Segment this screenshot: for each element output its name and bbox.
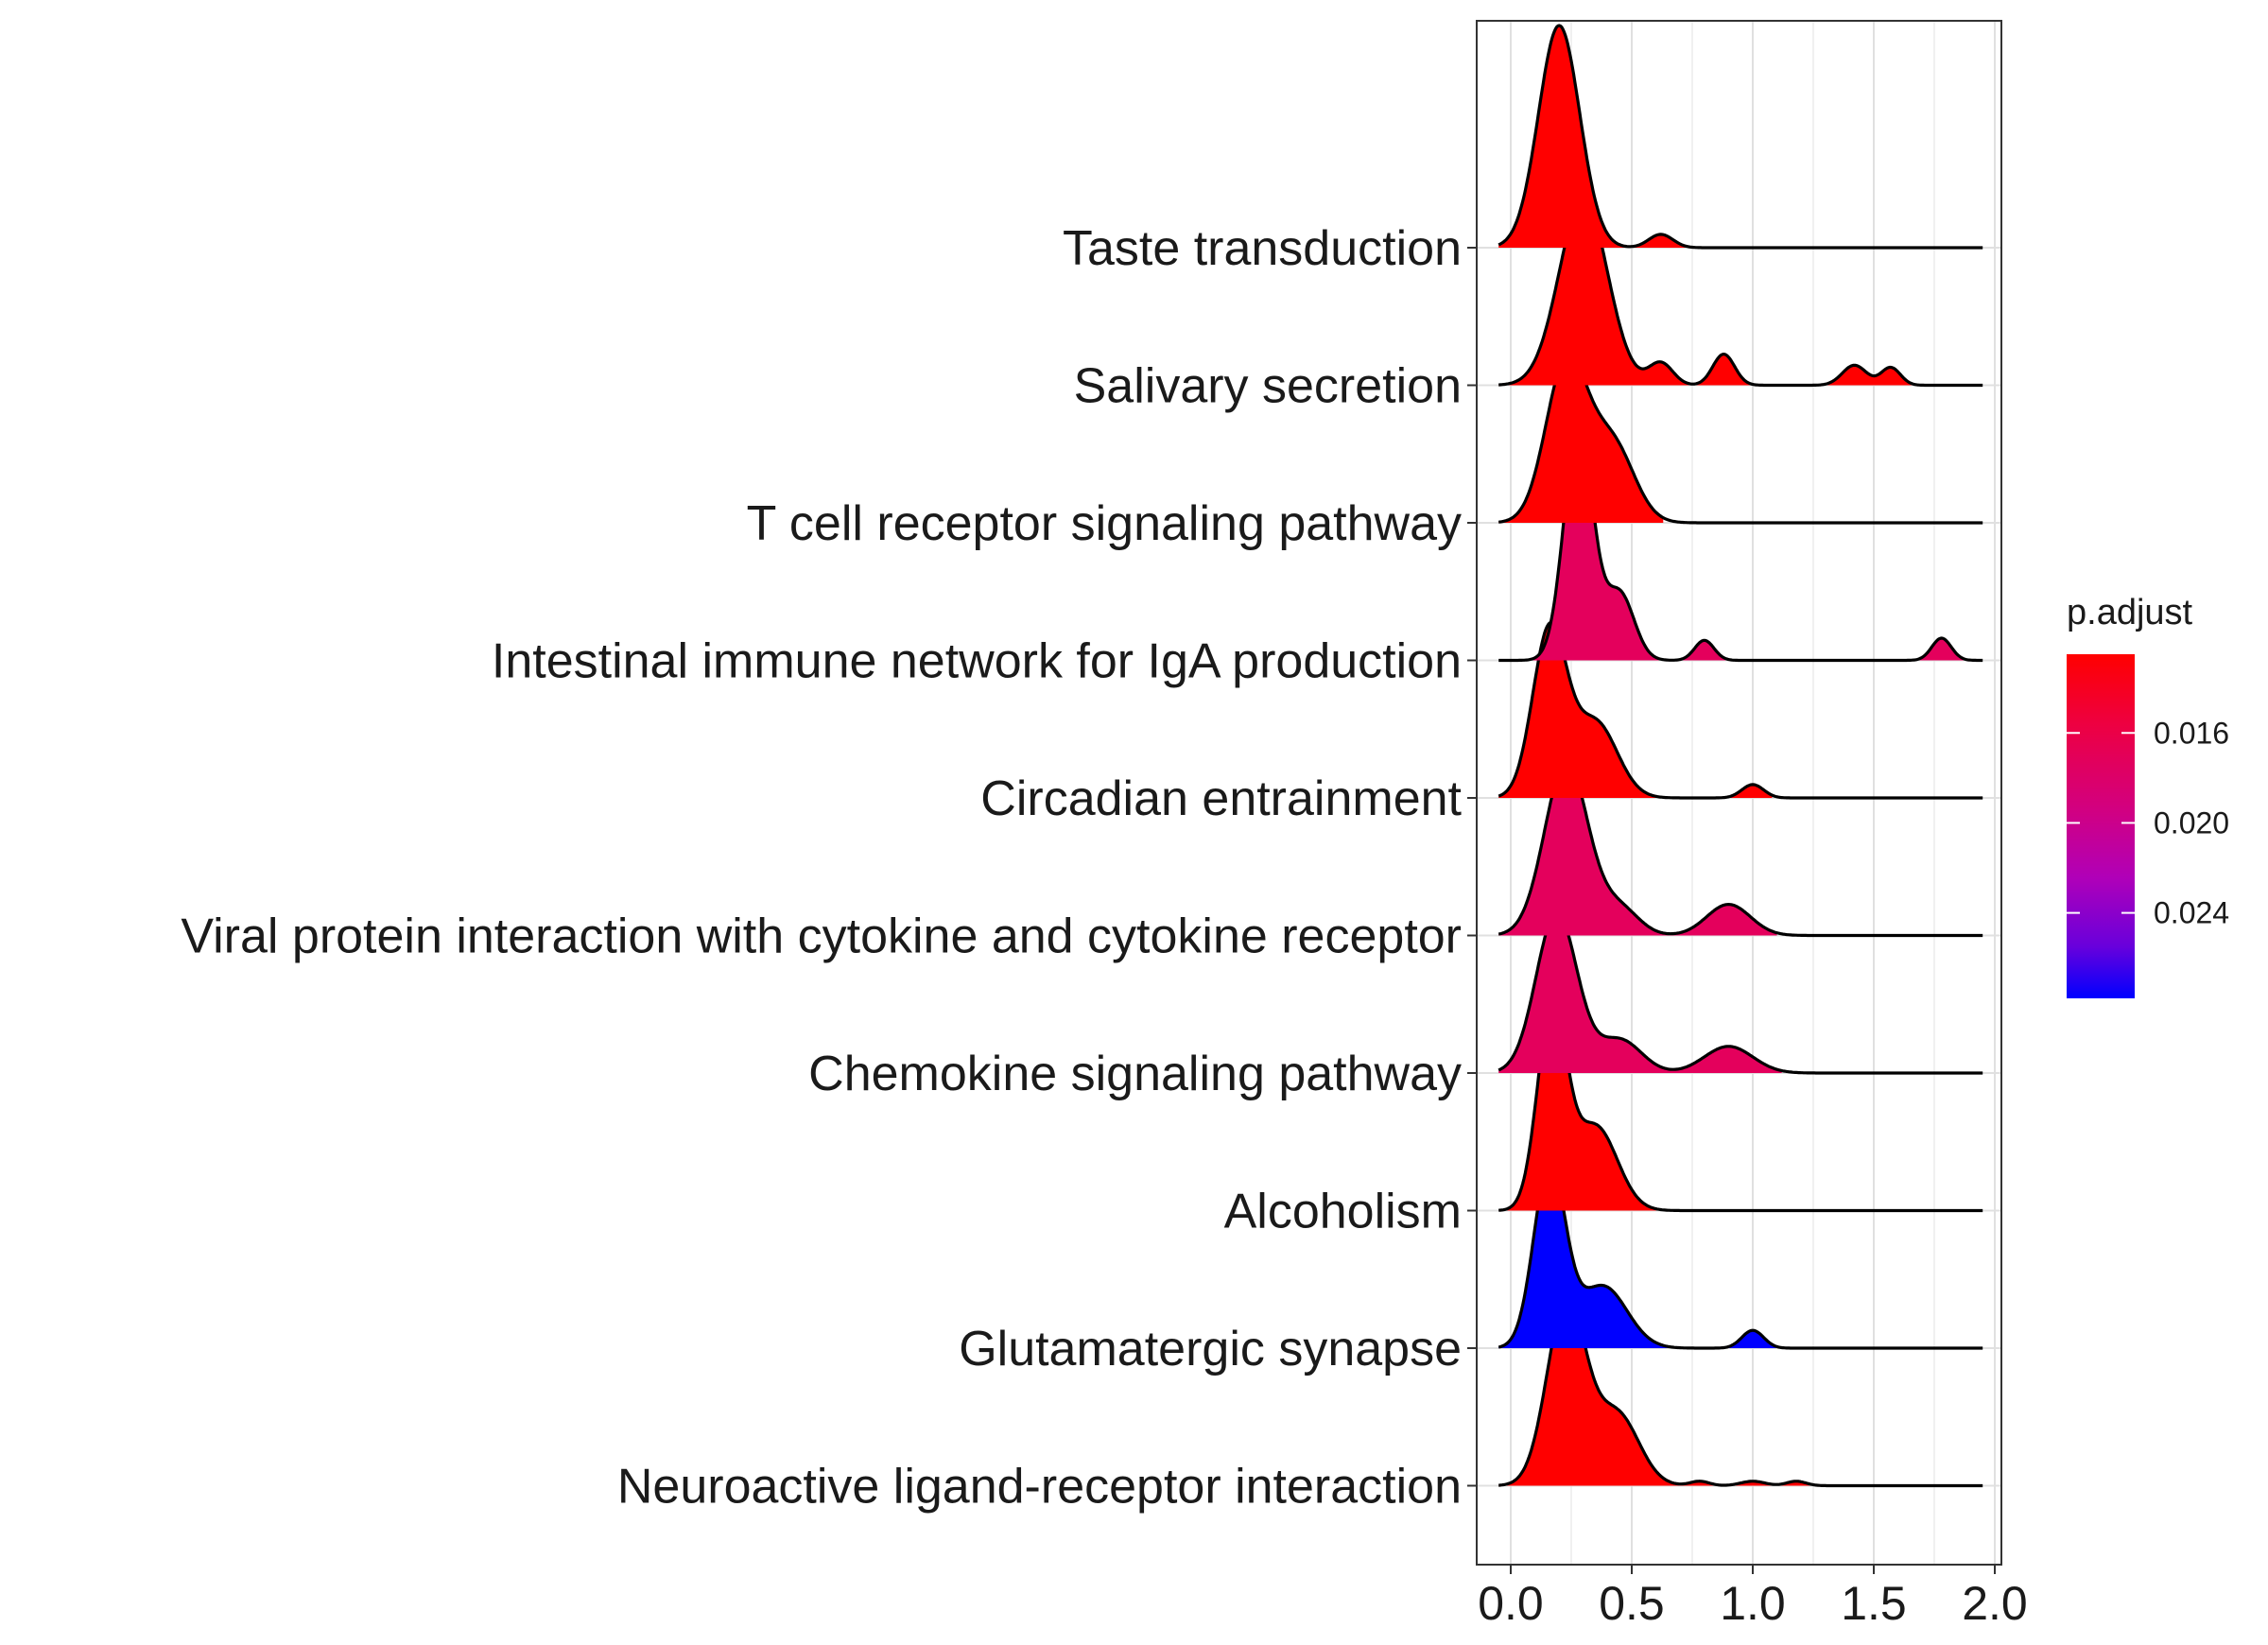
legend-tick-label-2: 0.024 xyxy=(2154,896,2229,930)
ridge-outline-4 xyxy=(1498,620,1983,800)
ridge-6 xyxy=(1498,910,1983,1075)
y-label-3: Intestinal immune network for IgA produc… xyxy=(492,634,1462,689)
ridge-outline-7 xyxy=(1498,996,1983,1213)
x-tick-label-4: 2.0 xyxy=(1962,1577,2028,1630)
x-tick-label-0: 0.0 xyxy=(1478,1577,1544,1630)
panel-border xyxy=(1476,20,2002,1566)
x-axis-ticks: 0.0 0.5 1.0 1.5 2.0 xyxy=(1478,1565,2028,1630)
ridge-7 xyxy=(1498,996,1983,1213)
legend: p.adjust 0.016 0.020 0.024 xyxy=(2067,593,2229,998)
ridge-fill-4 xyxy=(1498,622,1773,798)
y-label-2: T cell receptor signaling pathway xyxy=(747,496,1462,551)
ridge-fill-2 xyxy=(1498,353,1664,523)
ridge-fill-7 xyxy=(1498,998,1669,1211)
ridges xyxy=(1498,24,1983,1488)
y-label-6: Chemokine signaling pathway xyxy=(808,1047,1462,1101)
x-tick-label-3: 1.5 xyxy=(1841,1577,1907,1630)
ridge-fill-5 xyxy=(1498,761,1777,936)
ridge-fill-3 xyxy=(1498,425,1979,661)
legend-colorbar xyxy=(2067,654,2135,998)
y-label-7: Alcoholism xyxy=(1224,1185,1462,1239)
ridge-fill-0 xyxy=(1498,26,1690,248)
ridge-fill-1 xyxy=(1498,199,1918,386)
x-tick-label-2: 1.0 xyxy=(1720,1577,1786,1630)
ridge-fill-8 xyxy=(1498,1160,1777,1348)
ridge-outline-8 xyxy=(1498,1158,1983,1350)
x-tick-label-1: 0.5 xyxy=(1599,1577,1665,1630)
y-label-8: Glutamatergic synapse xyxy=(959,1322,1462,1377)
y-label-1: Salivary secretion xyxy=(1074,359,1462,414)
y-label-9: Neuroactive ligand-receptor interaction xyxy=(617,1460,1462,1515)
ridge-outline-0 xyxy=(1498,24,1983,250)
y-label-5: Viral protein interaction with cytokine … xyxy=(181,909,1462,964)
ridge-4 xyxy=(1498,620,1983,800)
ridge-8 xyxy=(1498,1158,1983,1350)
y-label-0: Taste transduction xyxy=(1063,221,1462,276)
legend-tick-label-0: 0.016 xyxy=(2154,716,2229,750)
y-axis-labels: Taste transduction Salivary secretion T ce… xyxy=(181,221,1477,1515)
ridge-0 xyxy=(1498,24,1983,250)
legend-title: p.adjust xyxy=(2067,593,2193,632)
y-label-4: Circadian entrainment xyxy=(980,771,1462,826)
legend-tick-label-1: 0.020 xyxy=(2154,805,2229,840)
ridge-fill-6 xyxy=(1498,912,1782,1073)
ridge-outline-6 xyxy=(1498,910,1983,1075)
